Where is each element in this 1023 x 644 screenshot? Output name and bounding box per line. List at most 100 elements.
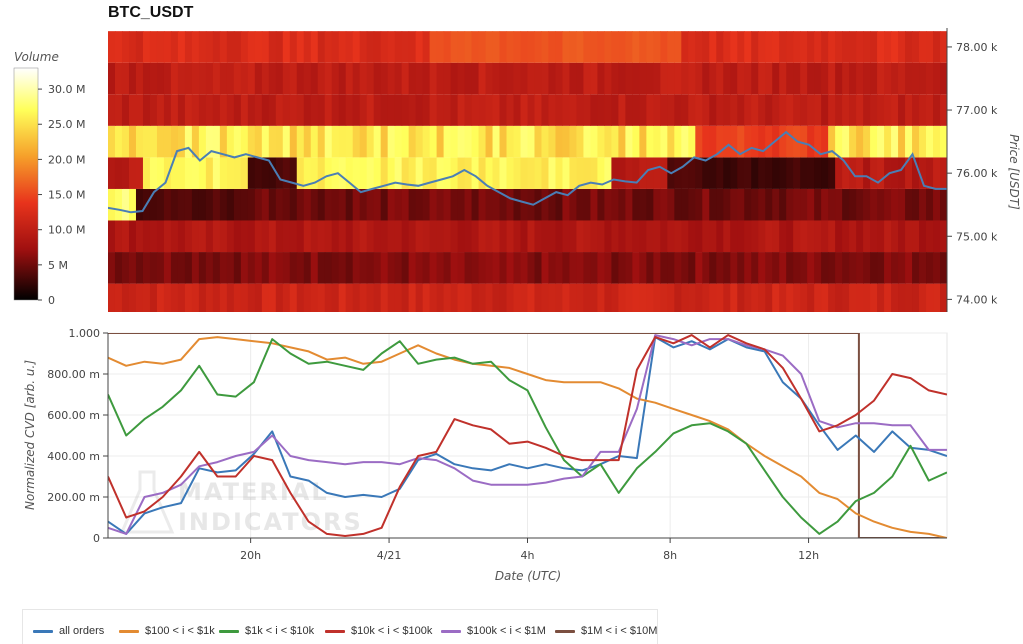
heatmap-cell [198, 188, 207, 221]
heatmap-cell [625, 62, 633, 95]
heatmap-cell [492, 283, 501, 312]
heatmap-cell [506, 283, 515, 312]
heatmap-cell [562, 31, 571, 63]
heatmap-cell [674, 283, 682, 312]
heatmap-cell [324, 220, 333, 253]
colorbar-tick-label: 0 [48, 294, 55, 307]
heatmap-cell [261, 62, 270, 95]
heatmap-cell [506, 125, 515, 158]
heatmap-cell [639, 188, 647, 221]
heatmap-cell [891, 252, 899, 284]
heatmap-cell [485, 220, 494, 253]
heatmap-cell [583, 62, 592, 95]
heatmap-cell [401, 125, 410, 158]
heatmap-cell [877, 157, 885, 189]
heatmap-cell [170, 220, 179, 253]
heatmap-cell [870, 62, 878, 95]
heatmap-cell [240, 188, 249, 221]
heatmap-cell [786, 125, 794, 158]
heatmap-cell [478, 31, 487, 63]
heatmap-cell [814, 252, 822, 284]
heatmap-cell [303, 125, 312, 158]
heatmap-cell [317, 157, 326, 189]
heatmap-cell [779, 94, 787, 126]
heatmap-cell [156, 125, 165, 158]
heatmap-cell [303, 252, 312, 284]
heatmap-cell [548, 157, 557, 189]
cvd-series-line [108, 333, 947, 538]
heatmap-cell [520, 252, 529, 284]
legend-swatch [33, 629, 53, 633]
legend-item[interactable]: $100 < i < $1k [119, 623, 215, 639]
heatmap-cell [492, 62, 501, 95]
heatmap-cell [331, 62, 340, 95]
heatmap-cell [737, 283, 745, 312]
heatmap-cell [450, 283, 459, 312]
heatmap-cell [772, 157, 780, 189]
heatmap-cell [765, 157, 773, 189]
price-tick-label: 77.00 k [956, 104, 998, 117]
heatmap-cell [590, 157, 599, 189]
heatmap-cell [219, 94, 228, 126]
heatmap-cell [380, 94, 389, 126]
heatmap-cell [108, 283, 116, 312]
heatmap-cell [940, 188, 947, 221]
heatmap-cell [191, 125, 200, 158]
heatmap-cell [128, 62, 137, 95]
heatmap-cell [709, 125, 717, 158]
heatmap-cell [660, 125, 668, 158]
heatmap-cell [548, 220, 557, 253]
heatmap-cell [667, 62, 675, 95]
heatmap-cell [590, 62, 599, 95]
heatmap-cell [282, 157, 291, 189]
heatmap-cell [541, 188, 550, 221]
legend-item[interactable]: $10k < i < $100k [325, 623, 432, 639]
heatmap-cell [646, 220, 654, 253]
heatmap-cell [590, 31, 599, 63]
heatmap-cell [338, 94, 347, 126]
heatmap-cell [513, 283, 522, 312]
heatmap-cell [527, 220, 536, 253]
heatmap-cell [611, 157, 619, 189]
heatmap-cell [135, 283, 144, 312]
heatmap-cell [807, 252, 815, 284]
heatmap-cell [268, 188, 277, 221]
heatmap-cell [821, 188, 829, 221]
heatmap-cell [303, 188, 312, 221]
heatmap-cell [317, 252, 326, 284]
heatmap-cell [898, 157, 906, 189]
heatmap-cell [562, 125, 571, 158]
heatmap-cell [688, 31, 696, 63]
heatmap-cell [730, 62, 738, 95]
heatmap-cell [905, 62, 913, 95]
heatmap-cell [240, 157, 249, 189]
heatmap-cell [765, 31, 773, 63]
legend-item[interactable]: $100k < i < $1M [441, 623, 546, 639]
heatmap-cell [660, 220, 668, 253]
heatmap-cell [807, 125, 815, 158]
heatmap-cell [702, 188, 710, 221]
heatmap-cell [709, 94, 717, 126]
heatmap-cell [723, 188, 731, 221]
heatmap-cell [240, 252, 249, 284]
heatmap-cell [905, 157, 913, 189]
heatmap-cell [415, 31, 424, 63]
heatmap-cell [177, 188, 186, 221]
heatmap-cell [660, 283, 668, 312]
legend-item[interactable]: $1M < i < $10M [555, 623, 657, 639]
heatmap-cell [191, 252, 200, 284]
heatmap-cell [408, 62, 417, 95]
legend-item[interactable]: all orders [33, 623, 104, 639]
price-tick-label: 76.00 k [956, 167, 998, 180]
heatmap-cell [163, 188, 172, 221]
heatmap-cell [387, 62, 396, 95]
legend-item[interactable]: $1k < i < $10k [219, 623, 314, 639]
heatmap-cell [317, 188, 326, 221]
heatmap-cell [135, 157, 144, 189]
heatmap-cell [555, 94, 564, 126]
heatmap-cell [366, 220, 375, 253]
heatmap-cell [919, 188, 927, 221]
heatmap-cell [387, 283, 396, 312]
heatmap-cell [751, 188, 759, 221]
